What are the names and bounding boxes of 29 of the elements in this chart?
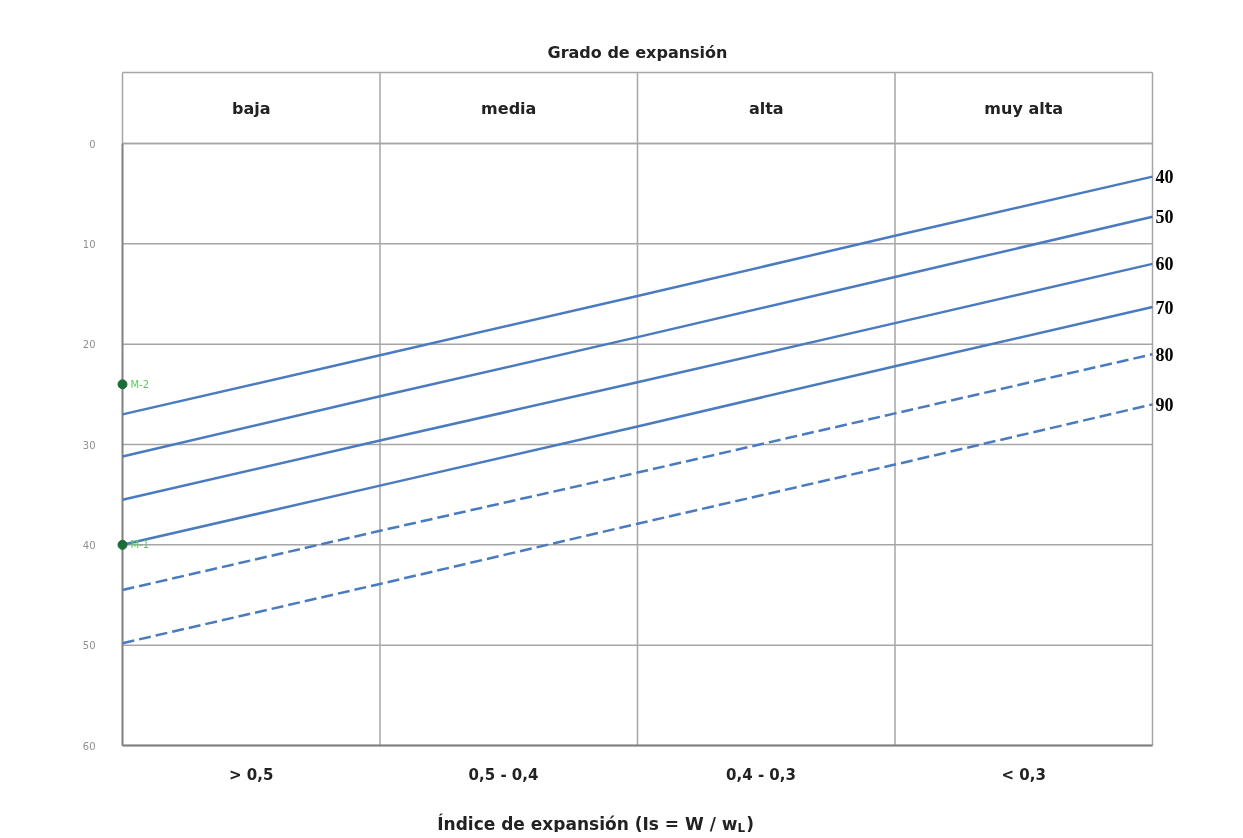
line-series (121, 175, 1154, 416)
y-tick-label: 50 (82, 640, 96, 652)
series-label: M-2 (130, 378, 150, 390)
y-tick-label: 60 (82, 740, 96, 752)
chart-title: Grado de expansión (547, 43, 728, 62)
text: > 0,5 (229, 765, 274, 784)
text: 0,5 - 0,4 (468, 765, 539, 784)
y-tick-label: 0 (89, 138, 96, 150)
text: baja (231, 98, 271, 118)
text: alta (748, 98, 784, 118)
series-label: M-1 (130, 539, 150, 551)
y-tick-label: 20 (82, 339, 96, 351)
series-label: 90 (1155, 394, 1174, 415)
series-label: 80 (1155, 344, 1174, 365)
text: 0,4 - 0,3 (726, 765, 796, 784)
series-label: 70 (1155, 297, 1174, 318)
series-label: 40 (1155, 167, 1174, 188)
text: media (481, 98, 537, 118)
text: < 0,3 (1001, 765, 1046, 784)
y-tick-label: 30 (82, 439, 96, 451)
text: muy alta (984, 98, 1064, 118)
line-series (121, 403, 1154, 645)
line-series (121, 215, 1154, 458)
y-tick-label: 40 (82, 539, 96, 551)
line-series (121, 262, 1154, 501)
line-series (121, 352, 1154, 592)
series-label: 50 (1155, 207, 1174, 228)
series-label: 60 (1155, 254, 1174, 275)
y-tick-label: 10 (82, 238, 96, 250)
